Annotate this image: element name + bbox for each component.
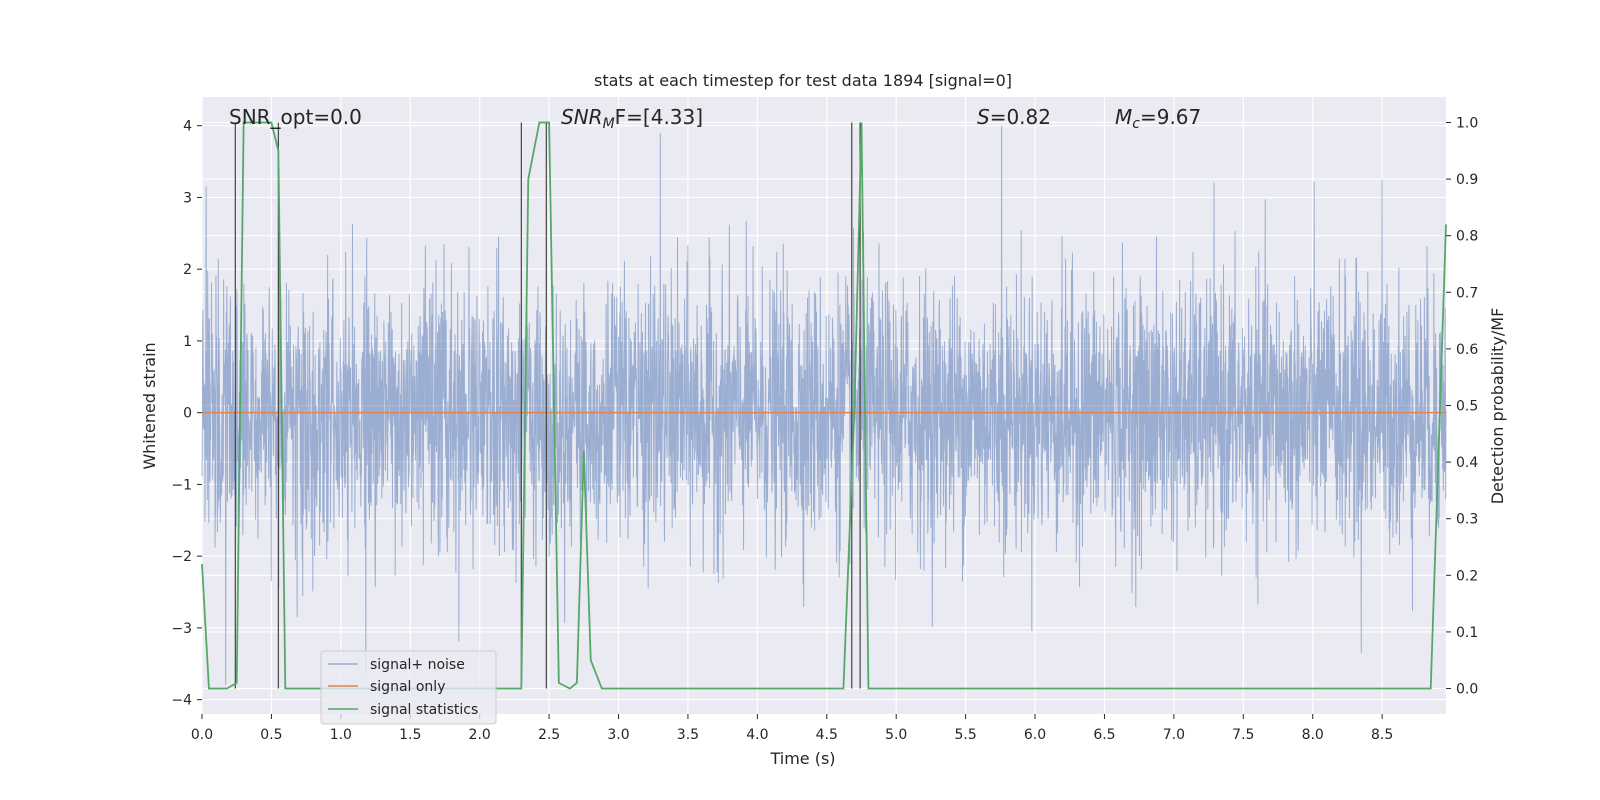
x-tick-label: 8.5 [1371, 727, 1393, 743]
series-signal-statistics [201, 121, 1447, 690]
mc-subscript: c [1132, 116, 1140, 132]
mc-variable: M [1115, 105, 1132, 129]
left-y-tick-label: 1 [183, 334, 192, 350]
x-tick-label: 0.5 [260, 727, 282, 743]
left-y-axis-ticks: 4 3 2 1 0 −1 −2 −3 −4 [171, 119, 202, 709]
legend-label-signal-noise: signal+ noise [370, 657, 465, 673]
annotation-s: S=0.82 [977, 105, 1051, 129]
left-y-tick-label: −2 [171, 549, 192, 565]
s-value: =0.82 [990, 105, 1051, 129]
mc-value: =9.67 [1140, 105, 1201, 129]
left-y-tick-label: 2 [183, 262, 192, 278]
snr-mf-value: F=[4.33] [615, 105, 703, 129]
left-y-axis-label: Whitened strain [140, 342, 159, 469]
right-y-axis-label: Detection probability/MF [1488, 308, 1507, 505]
s-variable: S [977, 105, 990, 129]
x-tick-label: 2.0 [469, 727, 491, 743]
x-tick-label: 5.0 [885, 727, 907, 743]
x-tick-label: 5.5 [954, 727, 976, 743]
x-tick-label: 0.0 [191, 727, 213, 743]
vertical-markers [234, 122, 861, 689]
x-tick-label: 3.0 [607, 727, 629, 743]
series-line-signal-statistics [201, 121, 1447, 690]
series-signal-noise [201, 125, 1447, 686]
right-y-tick-label: 1.0 [1456, 115, 1478, 131]
right-y-tick-label: 0.5 [1456, 399, 1478, 415]
right-y-tick-label: 0.1 [1456, 625, 1478, 641]
left-y-tick-label: 4 [183, 119, 192, 135]
chart-title: stats at each timestep for test data 189… [594, 71, 1012, 90]
x-tick-label: 1.0 [330, 727, 352, 743]
annotation-snr-mf: SNRMF=[4.33] [561, 105, 703, 132]
x-tick-label: 3.5 [677, 727, 699, 743]
x-tick-label: 4.0 [746, 727, 768, 743]
x-tick-label: 8.0 [1302, 727, 1324, 743]
right-y-tick-label: 0.7 [1456, 285, 1478, 301]
right-y-axis-ticks: 1.0 0.9 0.8 0.7 0.6 0.5 0.4 0.3 0.2 0.1 0.0 [1446, 115, 1478, 698]
x-tick-label: 4.5 [816, 727, 838, 743]
x-tick-label: 6.5 [1093, 727, 1115, 743]
left-y-tick-label: −4 [171, 693, 192, 709]
x-tick-label: 7.0 [1163, 727, 1185, 743]
x-tick-label: 7.5 [1232, 727, 1254, 743]
right-y-tick-label: 0.3 [1456, 512, 1478, 528]
x-tick-label: 1.5 [399, 727, 421, 743]
legend-label-signal-only: signal only [370, 679, 445, 695]
left-y-tick-label: −3 [171, 621, 192, 637]
annotation-mc: Mc=9.67 [1115, 105, 1201, 132]
right-y-tick-label: 0.8 [1456, 229, 1478, 245]
right-y-tick-label: 0.4 [1456, 455, 1478, 471]
right-y-tick-label: 0.0 [1456, 682, 1478, 698]
annotation-snr-opt: SNR_opt=0.0 [229, 105, 362, 129]
right-y-tick-label: 0.2 [1456, 568, 1478, 584]
snr-mf-prefix: SNR [561, 105, 603, 129]
legend: signal+ noise signal only signal statist… [320, 650, 497, 725]
legend-box [320, 650, 497, 725]
left-y-tick-label: 0 [183, 406, 192, 422]
legend-label-signal-statistics: signal statistics [370, 702, 478, 718]
series-line-signal-noise [201, 125, 1447, 686]
x-axis-ticks: 0.0 0.5 1.0 1.5 2.0 2.5 3.0 3.5 4.0 4.5 5.0 5.5 6.0 6… [191, 714, 1393, 743]
x-tick-label: 2.5 [538, 727, 560, 743]
snr-mf-subscript: M [603, 116, 615, 132]
x-tick-label: 6.0 [1024, 727, 1046, 743]
right-y-tick-label: 0.9 [1456, 172, 1478, 188]
left-y-tick-label: 3 [183, 190, 192, 206]
right-y-tick-label: 0.6 [1456, 342, 1478, 358]
x-axis-label: Time (s) [769, 749, 835, 768]
left-y-tick-label: −1 [171, 477, 192, 493]
